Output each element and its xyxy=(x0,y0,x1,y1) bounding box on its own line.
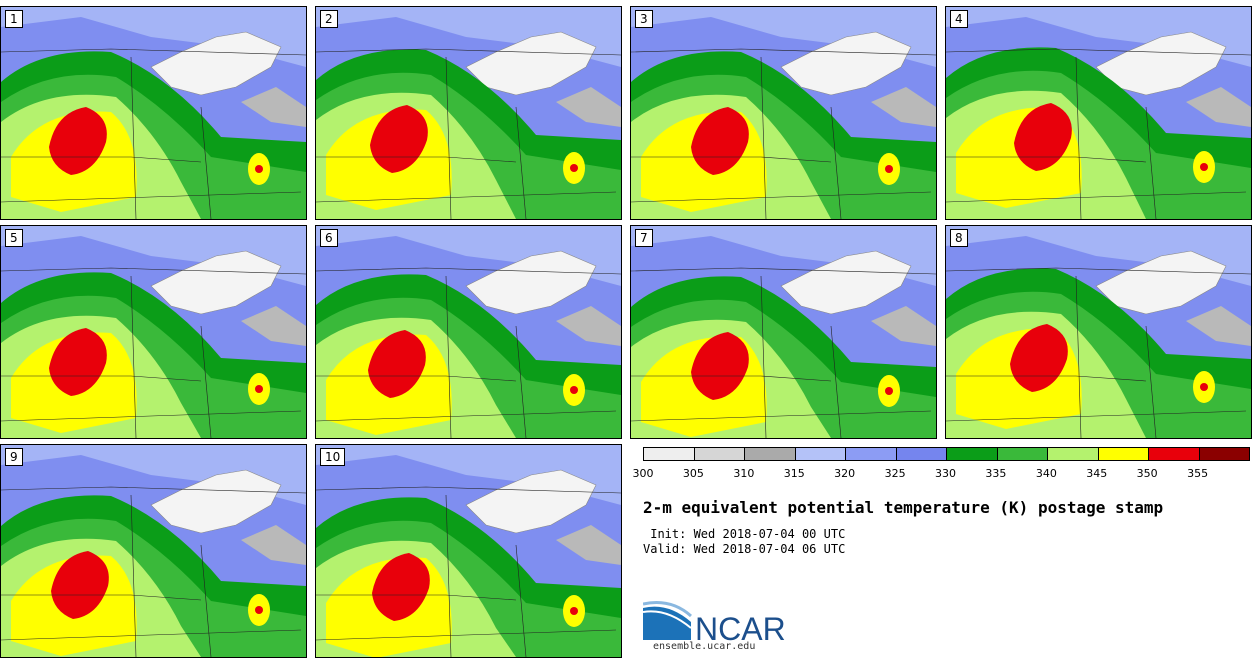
colorbar-swatch xyxy=(1149,448,1200,460)
panel-label: 1 xyxy=(5,10,23,28)
valid-time: Valid: Wed 2018-07-04 06 UTC xyxy=(643,542,846,556)
colorbar-swatch xyxy=(997,448,1048,460)
colorbar-tick-label: 305 xyxy=(682,467,704,480)
map-panel: 6 xyxy=(315,225,622,439)
map-panel: 1 xyxy=(0,6,307,220)
colorbar-swatch xyxy=(694,448,745,460)
colorbar-tick-label: 345 xyxy=(1086,467,1108,480)
map-panel: 5 xyxy=(0,225,307,439)
colorbar-swatch xyxy=(795,448,846,460)
panel-label: 6 xyxy=(320,229,338,247)
colorbar xyxy=(643,447,1250,461)
ncar-logo: NCAR xyxy=(642,600,793,647)
colorbar-tick-label: 335 xyxy=(985,467,1007,480)
figure-title: 2-m equivalent potential temperature (K)… xyxy=(643,498,1164,517)
ensemble-url: ensemble.ucar.edu xyxy=(653,641,756,652)
init-time: Init: Wed 2018-07-04 00 UTC xyxy=(643,527,846,541)
colorbar-tick-label: 315 xyxy=(783,467,805,480)
colorbar-swatch xyxy=(1048,448,1099,460)
map-panel: 4 xyxy=(945,6,1252,220)
colorbar-ticks: 300 305 310 315 320 325 330 335 340 345 350 355 xyxy=(633,467,1248,481)
colorbar-tick-label: 340 xyxy=(1035,467,1057,480)
panel-label: 5 xyxy=(5,229,23,247)
logo-text: NCAR xyxy=(695,611,786,645)
map-panel: 2 xyxy=(315,6,622,220)
map-panel: 9 xyxy=(0,444,307,658)
panel-label: 3 xyxy=(635,10,653,28)
panel-label: 10 xyxy=(320,448,346,466)
colorbar-tick-label: 350 xyxy=(1136,467,1158,480)
colorbar-swatch xyxy=(896,448,947,460)
map-panel: 10 xyxy=(315,444,622,658)
colorbar-tick-label: 355 xyxy=(1187,467,1209,480)
init-valid-times: Init: Wed 2018-07-04 00 UTC Valid: Wed 20… xyxy=(643,527,845,557)
colorbar-swatch xyxy=(1098,448,1149,460)
map-panel: 7 xyxy=(630,225,937,439)
map-panel: 3 xyxy=(630,6,937,220)
panel-label: 9 xyxy=(5,448,23,466)
colorbar-tick-label: 320 xyxy=(834,467,856,480)
panel-label: 2 xyxy=(320,10,338,28)
colorbar-tick-label: 325 xyxy=(884,467,906,480)
panel-label: 8 xyxy=(950,229,968,247)
map-panel: 8 xyxy=(945,225,1252,439)
colorbar-swatch xyxy=(745,448,796,460)
colorbar-swatch xyxy=(846,448,897,460)
colorbar-swatch xyxy=(947,448,998,460)
colorbar-tick-label: 310 xyxy=(733,467,755,480)
colorbar-tick-label: 300 xyxy=(632,467,654,480)
colorbar-tick-label: 330 xyxy=(935,467,956,480)
colorbar-swatch xyxy=(644,448,695,460)
colorbar-swatch xyxy=(1199,448,1249,460)
panel-label: 7 xyxy=(635,229,653,247)
panel-label: 4 xyxy=(950,10,968,28)
